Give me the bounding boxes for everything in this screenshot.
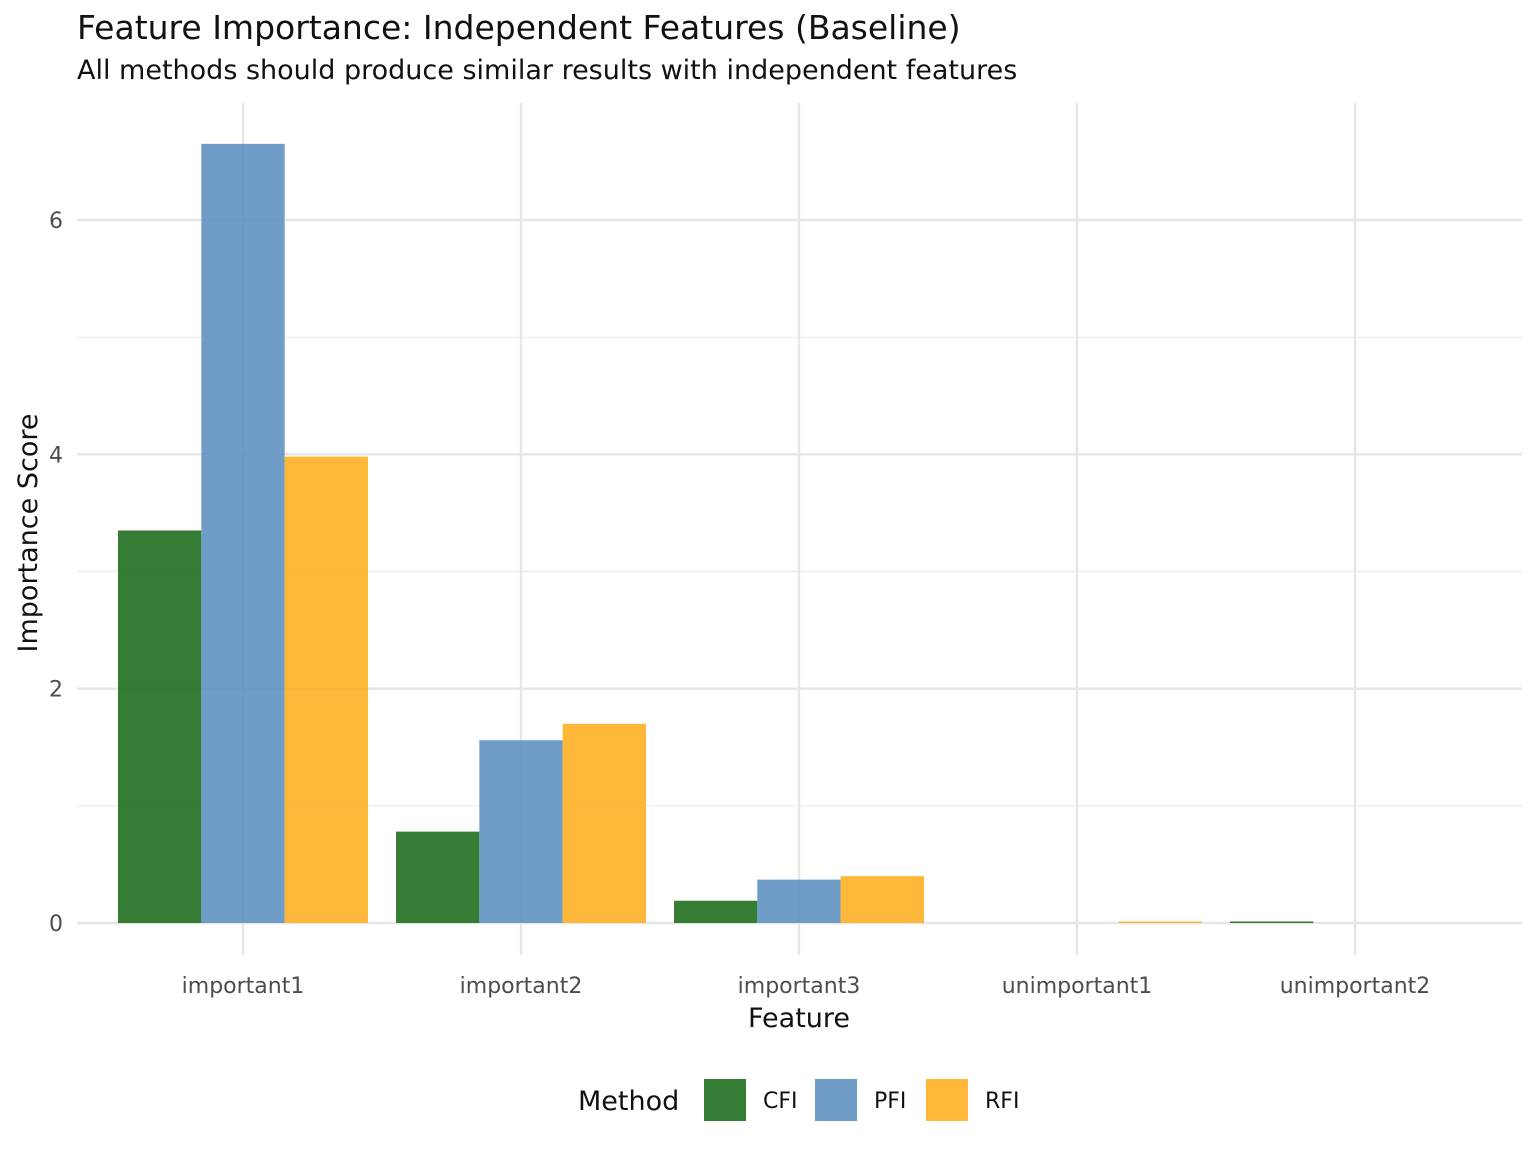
legend-key-cfi xyxy=(704,1079,746,1121)
x-axis-title: Feature xyxy=(748,1003,850,1034)
x-tick-label: important1 xyxy=(182,974,305,999)
y-axis-ticks: 0 2 4 6 xyxy=(49,209,63,937)
legend: Method CFI PFI RFI xyxy=(578,1079,1019,1121)
x-tick-label: unimportant1 xyxy=(1002,974,1153,999)
x-tick-label: important3 xyxy=(738,974,861,999)
y-tick-label: 6 xyxy=(49,209,63,234)
y-tick-label: 0 xyxy=(49,912,63,937)
bar-pfi-important1 xyxy=(201,143,285,923)
legend-label-cfi: CFI xyxy=(763,1089,798,1114)
bar-pfi-important2 xyxy=(479,740,563,923)
legend-label-rfi: RFI xyxy=(985,1089,1019,1114)
x-axis-ticks: important1 important2 important3 unimportan… xyxy=(182,974,1431,999)
bar-pfi-important3 xyxy=(757,879,841,923)
y-axis-title: Importance Score xyxy=(13,414,44,653)
bar-rfi-important1 xyxy=(284,456,368,923)
bar-cfi-unimportant2 xyxy=(1230,921,1314,923)
legend-label-pfi: PFI xyxy=(874,1089,906,1114)
chart-title: Feature Importance: Independent Features… xyxy=(77,8,961,47)
bar-cfi-important3 xyxy=(674,900,758,923)
bar-rfi-unimportant1 xyxy=(1118,921,1202,923)
legend-title: Method xyxy=(578,1086,679,1117)
legend-key-pfi xyxy=(815,1079,857,1121)
bar-rfi-important2 xyxy=(562,723,646,923)
legend-key-rfi xyxy=(926,1079,968,1121)
x-tick-label: unimportant2 xyxy=(1280,974,1431,999)
bar-rfi-important3 xyxy=(840,876,924,923)
bar-cfi-important2 xyxy=(396,831,480,923)
bars xyxy=(118,143,1314,923)
chart-subtitle: All methods should produce similar resul… xyxy=(77,55,1018,86)
x-tick-label: important2 xyxy=(460,974,583,999)
bar-cfi-important1 xyxy=(118,530,202,923)
y-tick-label: 2 xyxy=(49,678,63,703)
y-tick-label: 4 xyxy=(49,443,63,468)
